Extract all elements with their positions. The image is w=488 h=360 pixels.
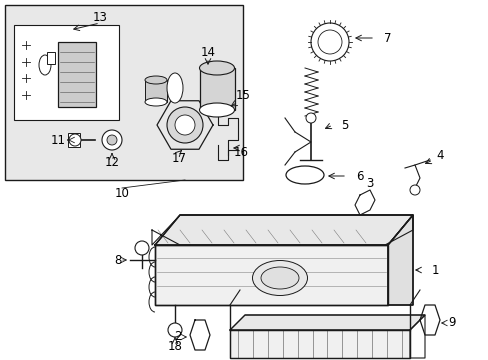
- Bar: [14, 25, 119, 120]
- Text: 6: 6: [356, 170, 363, 183]
- Bar: [47, 52, 55, 64]
- Circle shape: [102, 130, 122, 150]
- Text: 10: 10: [114, 186, 129, 199]
- Circle shape: [135, 241, 149, 255]
- Polygon shape: [387, 215, 412, 305]
- Ellipse shape: [285, 166, 324, 184]
- Ellipse shape: [252, 261, 307, 296]
- Polygon shape: [155, 245, 387, 305]
- Text: 3: 3: [366, 176, 373, 189]
- Ellipse shape: [199, 61, 234, 75]
- Ellipse shape: [39, 55, 51, 75]
- Circle shape: [305, 113, 315, 123]
- Bar: [58, 42, 96, 107]
- Text: 2: 2: [174, 330, 182, 343]
- Text: 12: 12: [104, 156, 119, 168]
- Text: 18: 18: [167, 341, 182, 354]
- Ellipse shape: [261, 267, 298, 289]
- Circle shape: [107, 135, 117, 145]
- Ellipse shape: [199, 103, 234, 117]
- Circle shape: [317, 30, 341, 54]
- Circle shape: [168, 323, 182, 337]
- Circle shape: [310, 23, 348, 61]
- Bar: [5, 5, 243, 180]
- Text: 15: 15: [235, 89, 250, 102]
- Polygon shape: [155, 215, 412, 245]
- Text: 5: 5: [341, 118, 348, 131]
- Text: 1: 1: [430, 264, 438, 276]
- Ellipse shape: [145, 98, 167, 106]
- Circle shape: [167, 107, 203, 143]
- Circle shape: [409, 185, 419, 195]
- Circle shape: [69, 134, 81, 146]
- Text: 7: 7: [384, 32, 391, 45]
- Text: 13: 13: [92, 10, 107, 23]
- Text: 17: 17: [171, 152, 186, 165]
- Text: 4: 4: [435, 149, 443, 162]
- Text: 14: 14: [200, 45, 215, 59]
- Ellipse shape: [145, 76, 167, 84]
- Text: 16: 16: [233, 145, 248, 158]
- Text: 8: 8: [114, 253, 122, 266]
- Bar: [200, 68, 235, 110]
- Polygon shape: [229, 315, 424, 330]
- Bar: [145, 80, 167, 102]
- Text: 9: 9: [447, 316, 455, 329]
- Circle shape: [175, 115, 195, 135]
- Text: 11: 11: [50, 134, 65, 147]
- Ellipse shape: [167, 73, 183, 103]
- Bar: [68, 133, 80, 147]
- Polygon shape: [229, 330, 409, 358]
